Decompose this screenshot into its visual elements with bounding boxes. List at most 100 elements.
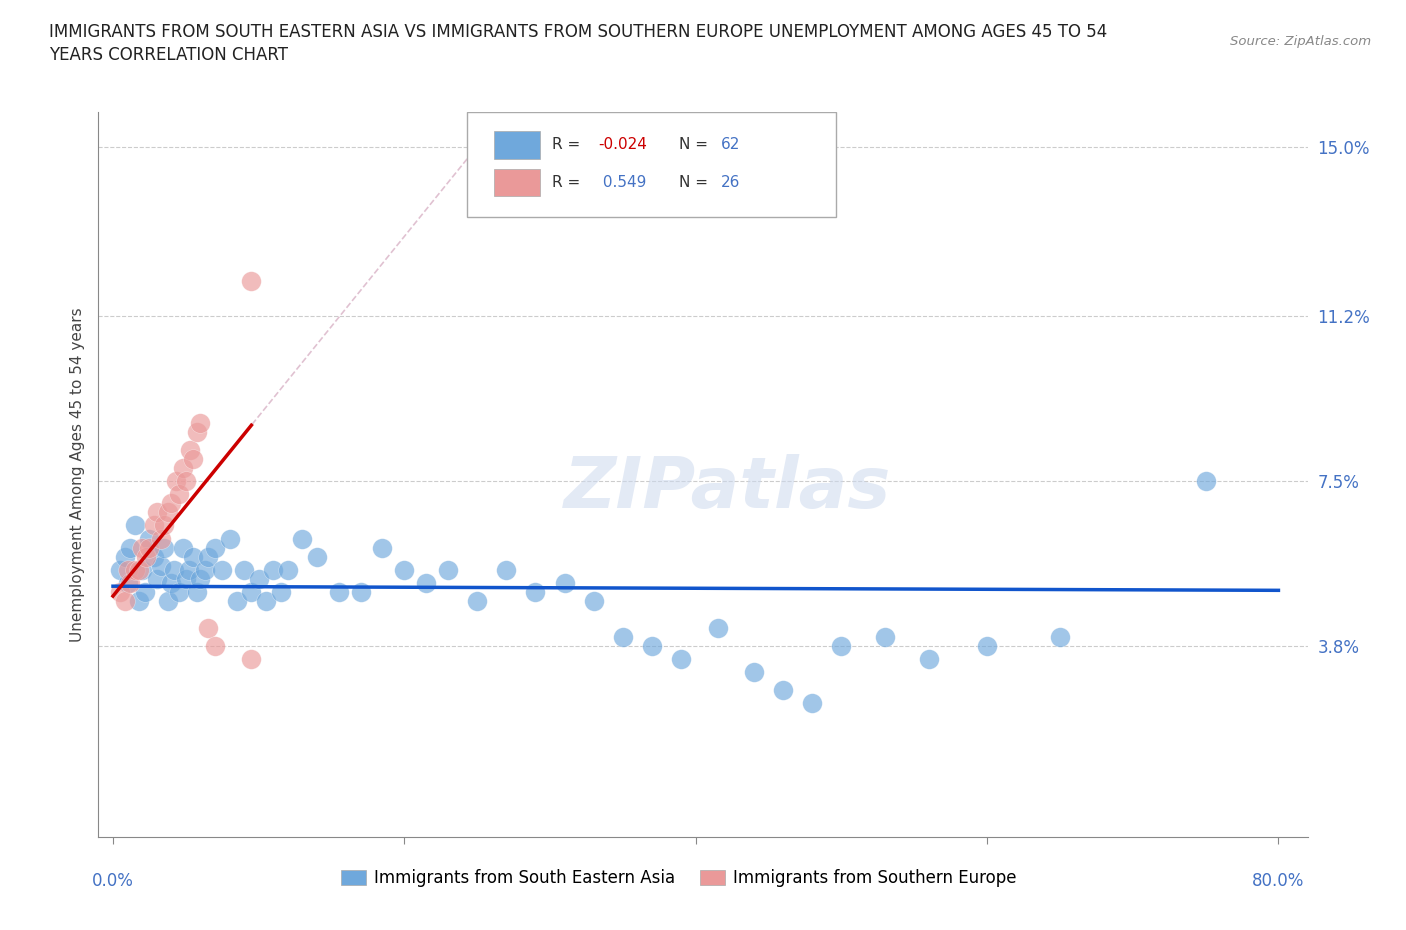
Point	[1194, 473, 1216, 488]
Text: N =: N =	[679, 138, 713, 153]
Point	[145, 505, 167, 520]
Point	[240, 652, 263, 667]
Point	[110, 563, 132, 578]
Point	[167, 487, 190, 502]
Point	[197, 550, 219, 565]
Point	[225, 593, 247, 608]
Point	[437, 563, 460, 578]
Point	[270, 585, 292, 600]
Point	[160, 496, 183, 511]
Point	[120, 540, 142, 555]
Text: -0.024: -0.024	[598, 138, 647, 153]
Text: Source: ZipAtlas.com: Source: ZipAtlas.com	[1230, 35, 1371, 48]
Text: 80.0%: 80.0%	[1253, 872, 1305, 890]
Text: IMMIGRANTS FROM SOUTH EASTERN ASIA VS IMMIGRANTS FROM SOUTHERN EUROPE UNEMPLOYME: IMMIGRANTS FROM SOUTH EASTERN ASIA VS IM…	[49, 23, 1108, 41]
Point	[240, 585, 263, 600]
Point	[204, 638, 226, 653]
Point	[742, 665, 765, 680]
Text: 62: 62	[721, 138, 741, 153]
Point	[669, 652, 692, 667]
Point	[918, 652, 941, 667]
Text: R =: R =	[551, 138, 585, 153]
Point	[142, 550, 165, 565]
Point	[186, 585, 208, 600]
Point	[190, 571, 212, 586]
Point	[371, 540, 394, 555]
Point	[262, 563, 284, 578]
Text: N =: N =	[679, 175, 713, 191]
Text: R =: R =	[551, 175, 585, 191]
Point	[524, 585, 547, 600]
Point	[976, 638, 998, 653]
Point	[131, 540, 153, 555]
Point	[179, 443, 201, 458]
Text: 0.0%: 0.0%	[91, 872, 134, 890]
Point	[582, 593, 605, 608]
Point	[254, 593, 277, 608]
Point	[138, 531, 160, 546]
Point	[172, 540, 194, 555]
Point	[138, 540, 160, 555]
Y-axis label: Unemployment Among Ages 45 to 54 years: Unemployment Among Ages 45 to 54 years	[69, 307, 84, 642]
Point	[801, 696, 824, 711]
Point	[153, 540, 176, 555]
Legend: Immigrants from South Eastern Asia, Immigrants from Southern Europe: Immigrants from South Eastern Asia, Immi…	[335, 863, 1024, 894]
Point	[1049, 630, 1071, 644]
Point	[160, 576, 183, 591]
Point	[233, 563, 256, 578]
Point	[181, 550, 204, 565]
Point	[174, 473, 197, 488]
Point	[350, 585, 373, 600]
Point	[157, 505, 180, 520]
Point	[172, 460, 194, 475]
Point	[134, 585, 156, 600]
FancyBboxPatch shape	[494, 131, 540, 159]
Point	[167, 585, 190, 600]
Point	[305, 550, 328, 565]
Point	[328, 585, 350, 600]
Point	[218, 531, 240, 546]
Point	[117, 576, 139, 591]
Point	[177, 563, 200, 578]
Point	[415, 576, 437, 591]
Point	[465, 593, 488, 608]
Point	[211, 563, 233, 578]
Text: YEARS CORRELATION CHART: YEARS CORRELATION CHART	[49, 46, 288, 64]
Point	[772, 683, 794, 698]
Point	[181, 451, 204, 466]
Point	[190, 416, 212, 431]
Point	[131, 563, 153, 578]
Point	[554, 576, 576, 591]
Point	[495, 563, 517, 578]
FancyBboxPatch shape	[467, 112, 837, 217]
Text: 26: 26	[721, 175, 741, 191]
Point	[240, 273, 263, 288]
Point	[165, 473, 187, 488]
Text: ZIPatlas: ZIPatlas	[564, 455, 891, 524]
Point	[830, 638, 852, 653]
Point	[114, 550, 136, 565]
Point	[204, 540, 226, 555]
Point	[150, 531, 173, 546]
Point	[612, 630, 634, 644]
Point	[114, 593, 136, 608]
Point	[875, 630, 897, 644]
Point	[150, 558, 173, 573]
Point	[124, 563, 146, 578]
Point	[186, 425, 208, 440]
Text: 0.549: 0.549	[598, 175, 647, 191]
Point	[157, 593, 180, 608]
Point	[641, 638, 664, 653]
Point	[194, 563, 217, 578]
Point	[128, 563, 150, 578]
Point	[145, 571, 167, 586]
Point	[142, 518, 165, 533]
Point	[277, 563, 299, 578]
Point	[153, 518, 176, 533]
Point	[706, 620, 728, 635]
Point	[135, 550, 157, 565]
Point	[110, 585, 132, 600]
Point	[197, 620, 219, 635]
Point	[120, 576, 142, 591]
Point	[174, 571, 197, 586]
